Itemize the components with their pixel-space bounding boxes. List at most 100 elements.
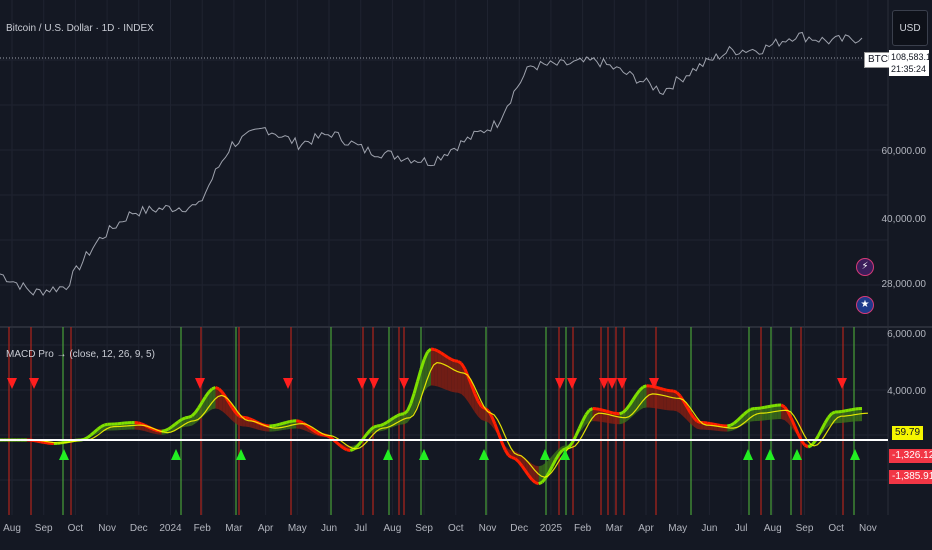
macd-line-segment (365, 428, 372, 435)
macd-line-segment (638, 385, 645, 392)
macd-indicator-title[interactable]: MACD Pro → (close, 12, 26, 9, 5) (6, 349, 155, 360)
histogram-segment (619, 412, 623, 425)
macd-line-segment (430, 347, 435, 352)
histogram-segment (417, 369, 421, 405)
macd-line-segment (514, 457, 520, 463)
signal-line (6, 361, 869, 478)
macd-line-segment (231, 406, 237, 414)
last-price: 108,583.18 (891, 52, 932, 62)
bear-bar (558, 327, 560, 515)
macd-line-segment (282, 420, 287, 425)
macd-line-segment (305, 423, 311, 429)
price-axis-label: 40,000.00 (882, 214, 927, 225)
macd-line-segment (86, 433, 92, 439)
macd-line-segment (793, 425, 800, 435)
macd-line-segment (174, 420, 180, 426)
macd-line-segment (628, 398, 635, 406)
macd-line-segment (649, 384, 654, 389)
macd-line-segment (279, 421, 284, 426)
buy-arrow (419, 449, 429, 460)
histogram-segment (659, 388, 664, 410)
price-axis-label: 28,000.00 (882, 279, 927, 290)
macd-line-segment (764, 405, 768, 409)
macd-line-segment (760, 405, 765, 410)
price-series (0, 31, 888, 297)
macd-line-segment (733, 419, 739, 425)
grid-lines (0, 0, 888, 515)
histogram-segment (774, 405, 778, 420)
macd-line-segment (621, 408, 628, 414)
histogram-segment (447, 357, 452, 392)
sell-arrow (29, 378, 39, 389)
macd-line-segment (827, 412, 833, 419)
macd-line-segment (104, 422, 109, 427)
macd-line-segment (789, 417, 797, 427)
histogram-segment (767, 406, 772, 421)
histogram-segment (296, 420, 300, 429)
axes: 60,000.00 40,000.00 28,000.00 6,000.00 4,000… (3, 146, 926, 534)
x-axis-label: Apr (638, 523, 654, 534)
sell-arrow (399, 378, 409, 389)
macd-line-segment (804, 443, 809, 449)
x-axis-label: Feb (574, 523, 592, 534)
bear-bar (372, 327, 374, 515)
macd-line-segment (612, 411, 617, 416)
macd-line-segment (412, 380, 419, 394)
macd-line-segment (750, 407, 755, 411)
histogram-segment (481, 406, 485, 422)
macd-line-segment (308, 426, 315, 432)
histogram-segment (858, 408, 862, 422)
x-axis-label: May (668, 523, 687, 534)
macd-line-segment (841, 409, 846, 413)
x-axis-label: Nov (859, 523, 877, 534)
x-axis-label: Aug (764, 523, 782, 534)
macd-line-segment (234, 411, 241, 418)
macd-line-segment (767, 404, 772, 409)
macd-line-segment (197, 401, 204, 409)
macd-line-segment (534, 481, 540, 486)
x-axis-label: Dec (130, 523, 148, 534)
currency-button[interactable]: USD (892, 10, 928, 46)
histogram-segment (437, 350, 442, 388)
macd-axis-label: 4,000.00 (887, 386, 926, 397)
macd-line-segment (342, 446, 348, 452)
bear-bar (800, 327, 802, 515)
macd-axis-label: 6,000.00 (887, 329, 926, 340)
macd-line-segment (349, 448, 355, 452)
buy-arrow (540, 449, 550, 460)
histogram-segment (538, 465, 543, 484)
macd-line-segment (383, 420, 388, 426)
macd-line-segment (67, 439, 71, 444)
macd-line-segment (319, 432, 324, 437)
macd-line-segment (200, 396, 207, 404)
buy-arrow (171, 449, 181, 460)
macd-line-segment (831, 410, 836, 415)
histogram-segment (427, 349, 431, 388)
histogram-segment (835, 411, 839, 424)
buy-arrow (765, 449, 775, 460)
macd-line-segment (511, 456, 516, 461)
macd-line-segment (167, 425, 173, 431)
macd-line-segment (584, 409, 591, 416)
macd-line-segment (164, 427, 169, 433)
macd-line-segment (598, 407, 604, 412)
histogram-segment (461, 363, 465, 398)
macd-line-segment (289, 419, 294, 424)
histogram-segment (760, 407, 765, 421)
macd-line-segment (248, 417, 254, 422)
x-axis-label: Mar (225, 523, 243, 534)
macd-line-segment (493, 423, 500, 434)
x-axis-label: Sep (35, 523, 53, 534)
bear-bar (8, 327, 10, 515)
lightning-icon[interactable]: ⚡ (856, 258, 874, 276)
buy-arrow (560, 449, 570, 460)
sell-arrow (369, 378, 379, 389)
histogram-segment (218, 388, 223, 412)
macd-line-segment (403, 409, 409, 415)
us-flag-icon[interactable]: ★ (856, 296, 874, 314)
macd-line-segment (466, 375, 473, 386)
macd-line-segment (460, 362, 466, 370)
macd-line-segment (823, 416, 830, 424)
macd-line-segment (609, 410, 614, 415)
